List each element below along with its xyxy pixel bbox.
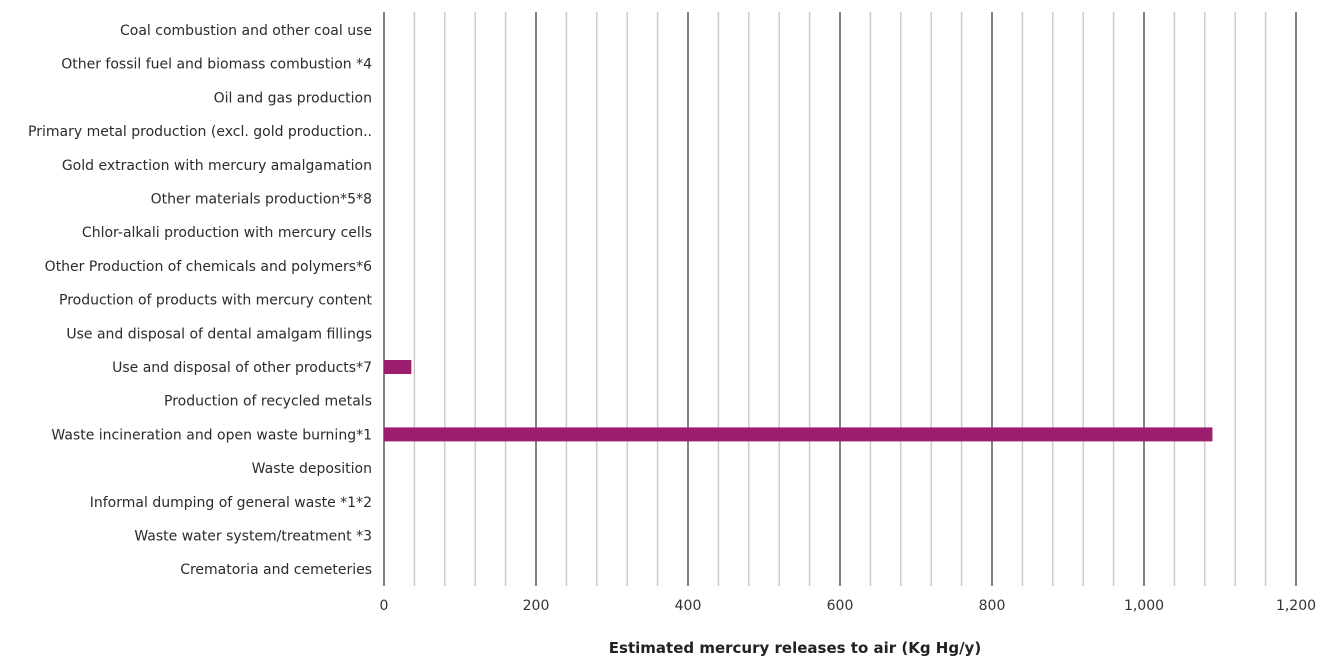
category-label: Waste water system/treatment *3 xyxy=(134,529,372,545)
x-tick-label: 200 xyxy=(523,598,550,614)
category-label: Waste deposition xyxy=(252,461,372,477)
category-label: Chlor-alkali production with mercury cel… xyxy=(82,225,372,241)
grid-layer xyxy=(383,12,1297,586)
bar xyxy=(384,427,1213,442)
category-label: Informal dumping of general waste *1*2 xyxy=(90,495,372,511)
category-label: Oil and gas production xyxy=(214,90,372,106)
category-label: Use and disposal of other products*7 xyxy=(112,360,372,376)
category-label: Crematoria and cemeteries xyxy=(180,562,372,578)
category-label: Primary metal production (excl. gold pro… xyxy=(28,124,372,140)
x-tick-label: 400 xyxy=(675,598,702,614)
tick-labels: 0 200 400 600 800 1,000 1,200 xyxy=(380,598,1317,614)
category-label: Other fossil fuel and biomass combustion… xyxy=(61,57,372,73)
category-labels: Coal combustion and other coal use Other … xyxy=(28,23,372,578)
category-label: Gold extraction with mercury amalgamatio… xyxy=(62,158,372,174)
bar xyxy=(384,360,412,374)
x-tick-label: 800 xyxy=(979,598,1006,614)
category-label: Waste incineration and open waste burnin… xyxy=(51,427,372,443)
category-label: Production of recycled metals xyxy=(164,394,372,410)
category-label: Other Production of chemicals and polyme… xyxy=(45,259,372,275)
x-axis-title: Estimated mercury releases to air (Kg Hg… xyxy=(609,639,981,657)
category-label: Coal combustion and other coal use xyxy=(120,23,372,39)
category-label: Production of products with mercury cont… xyxy=(59,293,372,309)
category-label: Other materials production*5*8 xyxy=(151,192,372,208)
x-tick-label: 600 xyxy=(827,598,854,614)
category-label: Use and disposal of dental amalgam filli… xyxy=(66,326,372,342)
x-tick-label: 1,200 xyxy=(1276,598,1316,614)
x-tick-label: 0 xyxy=(380,598,389,614)
x-tick-label: 1,000 xyxy=(1124,598,1164,614)
bar-layer xyxy=(384,360,1213,442)
